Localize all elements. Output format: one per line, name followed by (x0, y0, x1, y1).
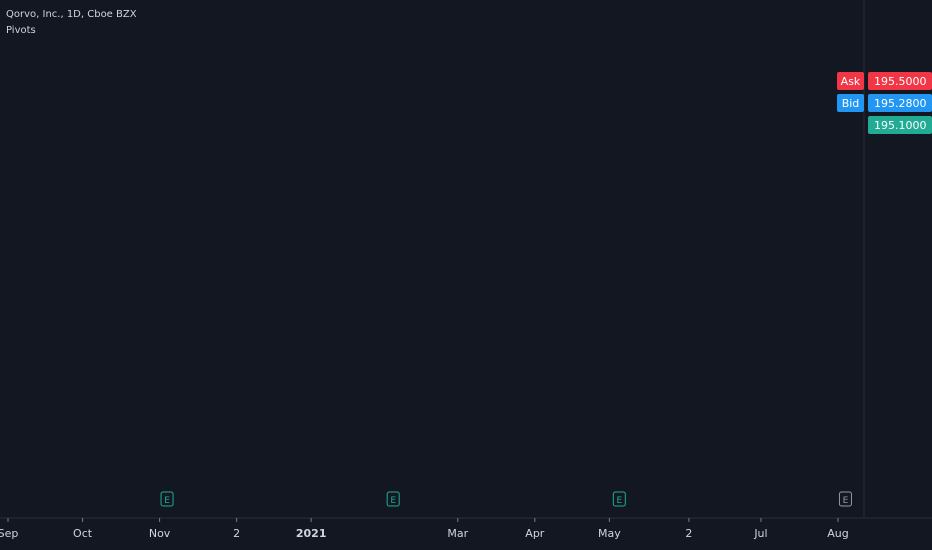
time-tick-label: May (598, 527, 621, 540)
svg-text:E: E (616, 496, 622, 506)
last-price-badge-value: 195.1000 (874, 119, 927, 132)
time-tick-label: 2021 (296, 527, 327, 540)
time-tick-label: 2 (233, 527, 240, 540)
time-tick-label: Aug (827, 527, 848, 540)
chart-title: Qorvo, Inc., 1D, Cboe BZX (6, 9, 137, 20)
time-tick-label: Nov (149, 527, 171, 540)
ask-badge-label: Ask (841, 75, 861, 88)
earnings-marker[interactable]: E (838, 491, 852, 507)
time-tick-label: Apr (525, 527, 545, 540)
last-price-badge: 195.1000 (868, 116, 932, 134)
svg-text:E: E (843, 496, 849, 506)
bid-badge-label: Bid (842, 97, 860, 110)
time-tick-label: Sep (0, 527, 18, 540)
time-tick-label: 2 (685, 527, 692, 540)
time-tick-label: Jul (753, 527, 767, 540)
indicator-label[interactable]: Pivots (6, 25, 36, 36)
chart-legend: Qorvo, Inc., 1D, Cboe BZX Pivots (6, 7, 137, 39)
ask-badge: Ask 195.5000 (837, 72, 932, 90)
ask-badge-value: 195.5000 (874, 75, 927, 88)
earnings-marker[interactable]: E (386, 491, 400, 507)
earnings-marker[interactable]: E (612, 491, 626, 507)
svg-text:E: E (164, 496, 170, 506)
bid-badge: Bid 195.2800 (837, 94, 932, 112)
time-tick-label: Oct (73, 527, 93, 540)
time-axis[interactable]: Sep Oct Nov 2 2021 Mar Apr May 2 Jul Aug (0, 517, 932, 540)
svg-text:E: E (390, 496, 396, 506)
price-badges: Ask 195.5000 Bid 195.2800 195.1000 (837, 72, 932, 134)
time-tick-label: Mar (447, 527, 468, 540)
earnings-marker[interactable]: E (160, 491, 174, 507)
bid-badge-value: 195.2800 (874, 97, 927, 110)
